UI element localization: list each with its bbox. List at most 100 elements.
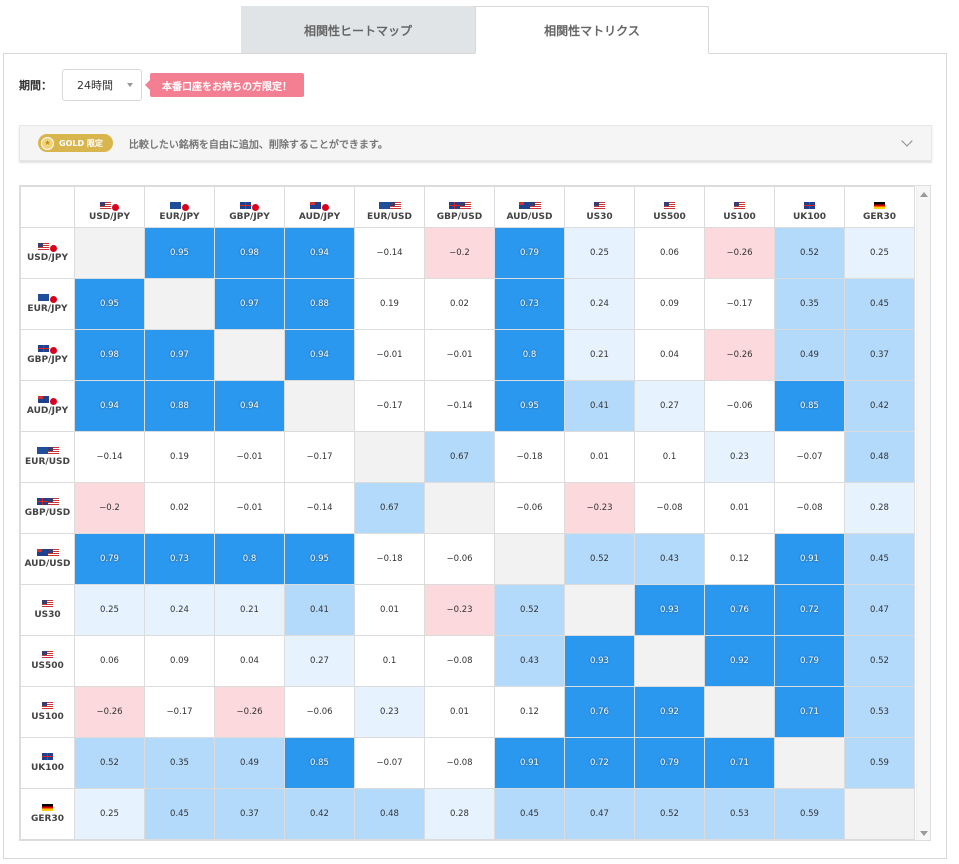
matrix-cell[interactable]: −0.17: [704, 278, 775, 330]
matrix-cell[interactable]: −0.08: [774, 482, 845, 534]
matrix-cell[interactable]: −0.18: [494, 431, 565, 483]
column-header[interactable]: GER30: [844, 186, 915, 228]
matrix-cell[interactable]: −0.18: [354, 533, 425, 585]
row-header[interactable]: US30: [20, 584, 75, 636]
matrix-cell[interactable]: 0.45: [844, 533, 915, 585]
row-header[interactable]: GER30: [20, 788, 75, 840]
matrix-cell[interactable]: 0.53: [704, 788, 775, 840]
matrix-cell[interactable]: −0.26: [74, 686, 145, 738]
matrix-cell[interactable]: 0.79: [634, 737, 705, 789]
matrix-cell[interactable]: 0.41: [564, 380, 635, 432]
matrix-cell[interactable]: −0.17: [354, 380, 425, 432]
matrix-cell[interactable]: 0.25: [844, 227, 915, 279]
matrix-cell[interactable]: 0.52: [74, 737, 145, 789]
matrix-cell[interactable]: −0.14: [284, 482, 355, 534]
matrix-cell[interactable]: 0.45: [144, 788, 215, 840]
matrix-cell[interactable]: −0.26: [214, 686, 285, 738]
column-header[interactable]: GBP/USD: [424, 186, 495, 228]
matrix-cell[interactable]: −0.01: [424, 329, 495, 381]
matrix-cell[interactable]: 0.52: [564, 533, 635, 585]
column-header[interactable]: UK100: [774, 186, 845, 228]
column-header[interactable]: EUR/USD: [354, 186, 425, 228]
matrix-cell[interactable]: 0.52: [634, 788, 705, 840]
matrix-cell[interactable]: −0.06: [494, 482, 565, 534]
matrix-cell[interactable]: 0.97: [144, 329, 215, 381]
matrix-cell[interactable]: 0.23: [354, 686, 425, 738]
matrix-cell[interactable]: 0.09: [144, 635, 215, 687]
chevron-down-icon[interactable]: [901, 135, 913, 147]
matrix-cell[interactable]: 0.59: [774, 788, 845, 840]
matrix-cell[interactable]: 0.8: [214, 533, 285, 585]
matrix-cell[interactable]: −0.26: [704, 227, 775, 279]
matrix-cell[interactable]: −0.17: [284, 431, 355, 483]
gold-feature-bar[interactable]: ★ GOLD 限定 比較したい銘柄を自由に追加、削除することができます。: [19, 125, 932, 161]
scroll-down-icon[interactable]: [920, 831, 928, 836]
matrix-cell[interactable]: 0.76: [704, 584, 775, 636]
row-header[interactable]: AUD/USD: [20, 533, 75, 585]
matrix-cell[interactable]: 0.02: [424, 278, 495, 330]
tab-correlation-matrix[interactable]: 相関性マトリクス: [475, 6, 709, 54]
matrix-cell[interactable]: 0.52: [844, 635, 915, 687]
matrix-cell[interactable]: 0.04: [634, 329, 705, 381]
matrix-cell[interactable]: 0.88: [144, 380, 215, 432]
matrix-cell[interactable]: 0.8: [494, 329, 565, 381]
column-header[interactable]: GBP/JPY: [214, 186, 285, 228]
matrix-cell[interactable]: 0.92: [704, 635, 775, 687]
matrix-cell[interactable]: 0.85: [774, 380, 845, 432]
matrix-cell[interactable]: −0.23: [424, 584, 495, 636]
matrix-cell[interactable]: 0.93: [634, 584, 705, 636]
matrix-cell[interactable]: −0.01: [214, 431, 285, 483]
matrix-cell[interactable]: 0.25: [74, 788, 145, 840]
column-header[interactable]: EUR/JPY: [144, 186, 215, 228]
matrix-cell[interactable]: 0.28: [844, 482, 915, 534]
matrix-cell[interactable]: −0.2: [74, 482, 145, 534]
matrix-cell[interactable]: 0.02: [144, 482, 215, 534]
matrix-cell[interactable]: 0.09: [634, 278, 705, 330]
matrix-cell[interactable]: 0.45: [494, 788, 565, 840]
matrix-cell[interactable]: 0.76: [564, 686, 635, 738]
matrix-cell[interactable]: 0.72: [774, 584, 845, 636]
matrix-cell[interactable]: 0.97: [214, 278, 285, 330]
matrix-cell[interactable]: −0.01: [354, 329, 425, 381]
matrix-cell[interactable]: 0.12: [494, 686, 565, 738]
matrix-cell[interactable]: 0.01: [354, 584, 425, 636]
matrix-cell[interactable]: 0.73: [494, 278, 565, 330]
matrix-cell[interactable]: −0.23: [564, 482, 635, 534]
matrix-cell[interactable]: 0.35: [774, 278, 845, 330]
matrix-cell[interactable]: 0.37: [844, 329, 915, 381]
scroll-up-icon[interactable]: [920, 192, 928, 197]
matrix-cell[interactable]: 0.72: [564, 737, 635, 789]
matrix-cell[interactable]: 0.24: [144, 584, 215, 636]
matrix-cell[interactable]: −0.14: [424, 380, 495, 432]
matrix-cell[interactable]: −0.06: [704, 380, 775, 432]
matrix-cell[interactable]: 0.1: [634, 431, 705, 483]
matrix-cell[interactable]: 0.71: [704, 737, 775, 789]
vertical-scrollbar[interactable]: [916, 186, 930, 840]
matrix-cell[interactable]: 0.67: [424, 431, 495, 483]
matrix-cell[interactable]: 0.95: [494, 380, 565, 432]
matrix-cell[interactable]: 0.45: [844, 278, 915, 330]
matrix-cell[interactable]: 0.43: [634, 533, 705, 585]
column-header[interactable]: AUD/USD: [494, 186, 565, 228]
column-header[interactable]: US100: [704, 186, 775, 228]
matrix-cell[interactable]: 0.93: [564, 635, 635, 687]
matrix-cell[interactable]: 0.59: [844, 737, 915, 789]
matrix-cell[interactable]: 0.42: [844, 380, 915, 432]
matrix-cell[interactable]: 0.53: [844, 686, 915, 738]
matrix-cell[interactable]: 0.25: [74, 584, 145, 636]
matrix-cell[interactable]: 0.88: [284, 278, 355, 330]
matrix-cell[interactable]: 0.79: [74, 533, 145, 585]
matrix-cell[interactable]: −0.01: [214, 482, 285, 534]
matrix-cell[interactable]: 0.06: [74, 635, 145, 687]
matrix-cell[interactable]: 0.04: [214, 635, 285, 687]
matrix-cell[interactable]: −0.2: [424, 227, 495, 279]
matrix-cell[interactable]: 0.94: [284, 227, 355, 279]
matrix-cell[interactable]: 0.98: [74, 329, 145, 381]
matrix-cell[interactable]: 0.47: [564, 788, 635, 840]
matrix-cell[interactable]: 0.48: [844, 431, 915, 483]
row-header[interactable]: USD/JPY: [20, 227, 75, 279]
matrix-cell[interactable]: 0.49: [774, 329, 845, 381]
matrix-cell[interactable]: 0.19: [144, 431, 215, 483]
matrix-cell[interactable]: −0.06: [424, 533, 495, 585]
matrix-cell[interactable]: 0.94: [74, 380, 145, 432]
